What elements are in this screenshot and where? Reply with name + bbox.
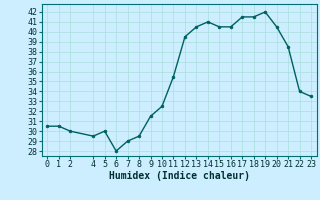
X-axis label: Humidex (Indice chaleur): Humidex (Indice chaleur) (109, 171, 250, 181)
